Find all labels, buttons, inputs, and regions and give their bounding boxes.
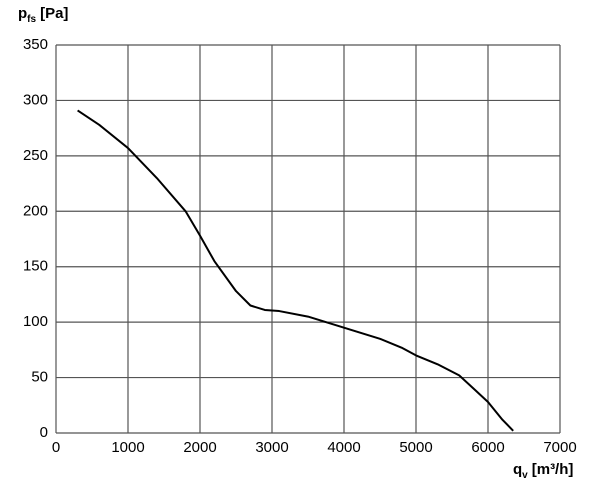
y-tick-label: 100 [23, 313, 48, 330]
y-tick-label: 300 [23, 91, 48, 108]
y-tick-label: 0 [40, 424, 48, 441]
curve [77, 109, 514, 432]
x-tick-label: 5000 [399, 439, 432, 456]
y-tick-label: 150 [23, 258, 48, 275]
y-label-sub: fs [27, 14, 36, 25]
y-label-main: p [18, 5, 27, 22]
x-axis-label: qv [m³/h] [513, 461, 573, 481]
x-tick-label: 2000 [183, 439, 216, 456]
x-tick-label: 6000 [471, 439, 504, 456]
x-label-sub: v [522, 470, 528, 481]
x-tick-label: 0 [52, 439, 60, 456]
y-label-unit: [Pa] [40, 5, 68, 22]
y-axis-label: pfs [Pa] [18, 5, 68, 25]
x-label-unit: [m³/h] [532, 461, 574, 478]
x-tick-label: 3000 [255, 439, 288, 456]
y-tick-label: 350 [23, 36, 48, 53]
y-tick-label: 250 [23, 147, 48, 164]
x-label-main: q [513, 461, 522, 478]
x-tick-label: 7000 [543, 439, 576, 456]
x-tick-label: 4000 [327, 439, 360, 456]
x-tick-label: 1000 [111, 439, 144, 456]
y-tick-label: 200 [23, 202, 48, 219]
y-tick-label: 50 [31, 369, 48, 386]
